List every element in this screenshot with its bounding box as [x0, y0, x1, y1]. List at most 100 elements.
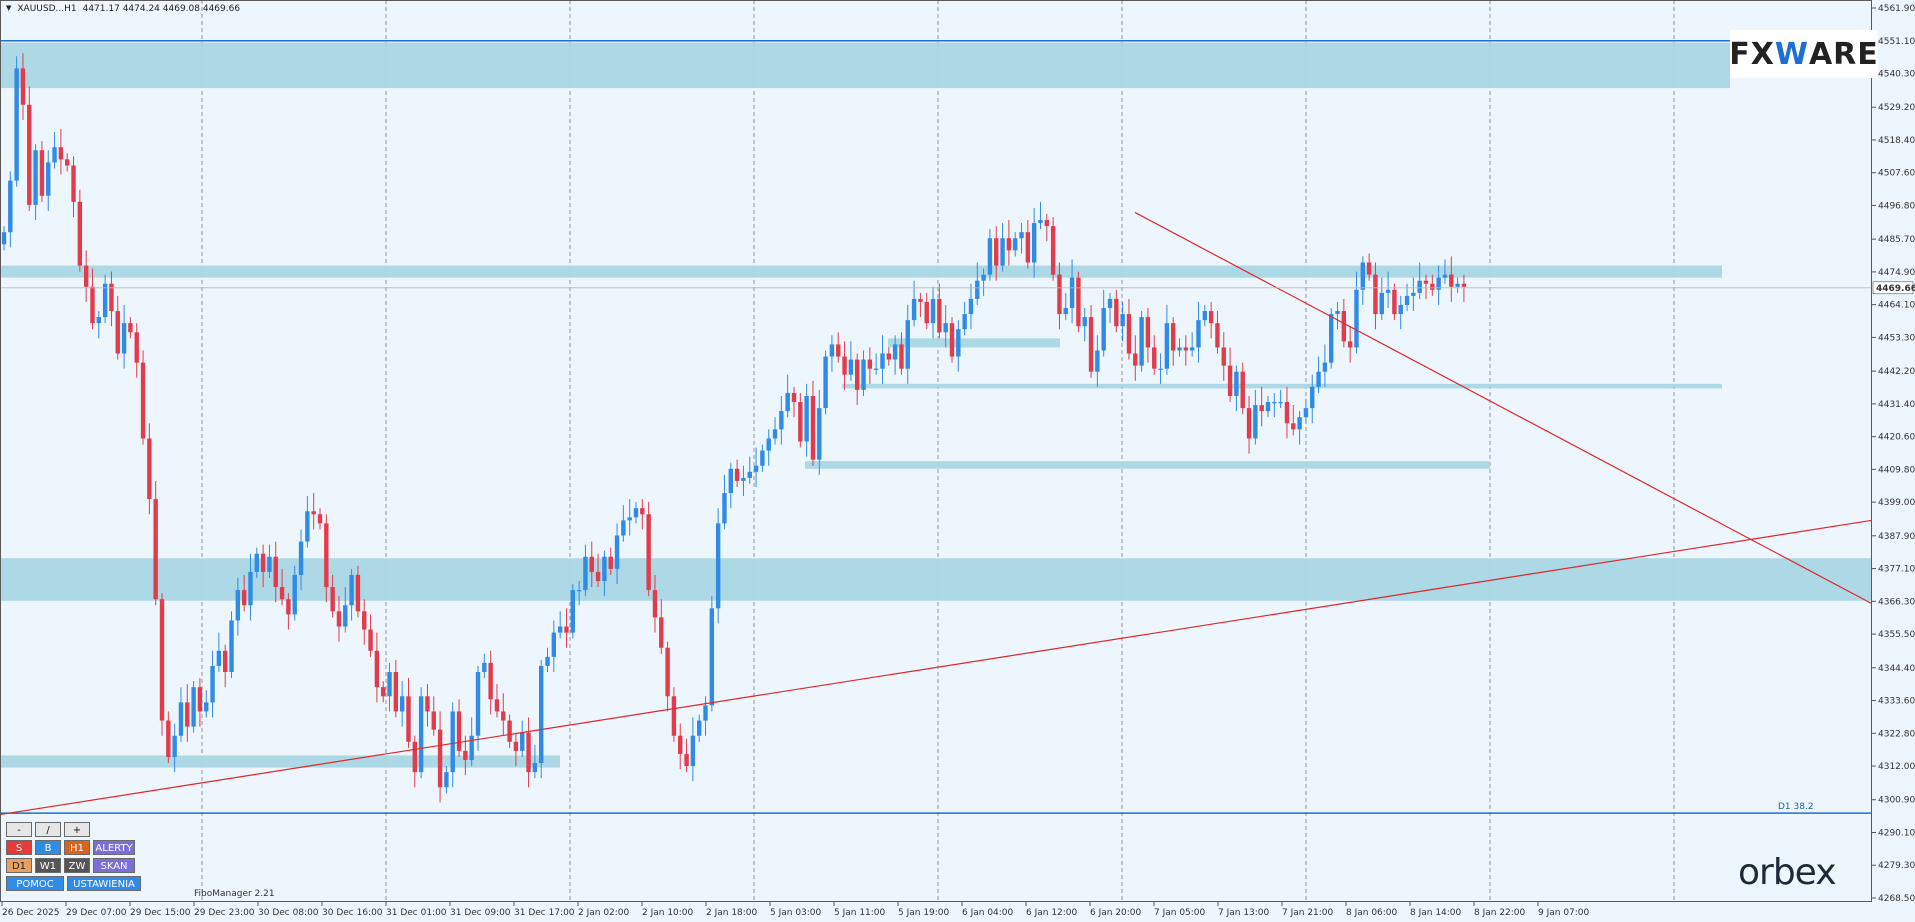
- candle-body: [20, 68, 26, 105]
- candle-body: [1164, 323, 1170, 369]
- price-tick-label: 4496.80: [1878, 201, 1915, 211]
- candle-body: [1291, 423, 1296, 430]
- price-tick-label: 4485.70: [1878, 235, 1915, 245]
- candle-body: [1455, 283, 1460, 287]
- candle-body: [911, 298, 917, 321]
- candle-body: [381, 687, 386, 697]
- candle-body: [867, 359, 873, 369]
- candle-body: [1183, 347, 1189, 351]
- zone-rect: [0, 265, 1722, 278]
- candle-body: [703, 705, 708, 721]
- candle-body: [317, 514, 323, 524]
- time-tick-label: 8 Jan 06:00: [1346, 908, 1398, 918]
- candle-body: [1215, 323, 1220, 348]
- candle-body: [1025, 232, 1031, 263]
- candle-body: [880, 353, 885, 369]
- candle-body: [1417, 280, 1422, 293]
- draw-line-button[interactable]: /: [35, 822, 61, 837]
- candle-body: [886, 353, 891, 360]
- candle-body: [58, 147, 64, 160]
- candle-body: [229, 620, 234, 673]
- candle-body: [1177, 347, 1182, 351]
- timeframe-w1-button[interactable]: W1: [35, 858, 61, 873]
- horizontal-levels: [0, 40, 1872, 814]
- symbol-label: XAUUSD...H1: [17, 4, 77, 14]
- scan-button[interactable]: SKAN: [93, 858, 135, 873]
- candle-body: [362, 611, 367, 630]
- candle-body: [235, 590, 241, 621]
- timeframe-d1-button[interactable]: D1: [6, 858, 32, 873]
- candle-body: [1404, 295, 1410, 305]
- price-tick-label: 4551.10: [1878, 37, 1915, 47]
- candle-body: [1329, 314, 1334, 363]
- candle-body: [1, 232, 7, 245]
- candle-body: [83, 265, 89, 287]
- candle-body: [956, 329, 961, 357]
- time-tick-label: 7 Jan 21:00: [1282, 908, 1334, 918]
- current-price-box: [1872, 281, 1914, 295]
- timeframe-h1-button[interactable]: H1: [64, 840, 90, 855]
- candle-body: [1063, 308, 1068, 315]
- candle-body: [962, 314, 967, 330]
- time-axis: 26 Dec 2025 29 Dec 07:00 29 Dec 15:00 29 De…: [1, 902, 1590, 918]
- candle-body: [1076, 277, 1081, 327]
- candle-body: [210, 665, 215, 703]
- candle-body: [311, 511, 316, 515]
- candle-body: [602, 556, 607, 582]
- price-tick-label: 4464.10: [1878, 301, 1915, 311]
- candle-body: [697, 720, 702, 736]
- candle-body: [1202, 311, 1207, 321]
- fibo-manager-version: FiboManager 2.21: [194, 889, 275, 899]
- candle-body: [241, 590, 247, 606]
- fxware-logo: FX W ARE: [1729, 30, 1879, 78]
- candle-body: [185, 702, 190, 727]
- candle-body: [425, 696, 430, 712]
- help-button[interactable]: POMOC: [6, 876, 64, 891]
- candle-body: [355, 574, 361, 612]
- candle-body: [147, 438, 152, 500]
- zw-button[interactable]: ZW: [64, 858, 90, 873]
- candle-body: [981, 274, 986, 281]
- candle-body: [71, 165, 76, 202]
- price-tick-label: 4268.50: [1878, 894, 1915, 904]
- candle-body: [848, 359, 854, 375]
- orbex-logo: orbex: [1738, 852, 1836, 893]
- candle-body: [223, 650, 228, 673]
- candle-body: [8, 180, 13, 233]
- fxware-logo-suffix: ARE: [1808, 36, 1879, 72]
- alerts-button[interactable]: ALERTY: [93, 840, 135, 855]
- candle-body: [1133, 353, 1138, 366]
- collapse-triangle-icon[interactable]: ▼: [6, 4, 12, 12]
- candle-body: [1430, 283, 1435, 290]
- candle-body: [121, 323, 127, 354]
- settings-button[interactable]: USTAWIENIA: [67, 876, 141, 891]
- zone-rect: [888, 338, 1060, 348]
- time-tick-label: 31 Dec 17:00: [514, 908, 575, 918]
- candle-body: [684, 753, 689, 767]
- candle-body: [532, 763, 538, 773]
- price-tick-label: 4453.30: [1878, 333, 1915, 343]
- fxware-logo-prefix: FX: [1729, 36, 1775, 72]
- zoom-out-button[interactable]: -: [6, 822, 32, 837]
- buy-button[interactable]: B: [35, 840, 61, 855]
- panel-row-2: D1 W1 ZW SKAN: [6, 858, 141, 873]
- candle-body: [191, 687, 196, 727]
- time-tick-label: 2 Jan 10:00: [642, 908, 694, 918]
- candle-body: [665, 647, 670, 697]
- price-tick-label: 4431.40: [1878, 400, 1915, 410]
- candle-body: [924, 301, 929, 324]
- candle-body: [1398, 304, 1403, 315]
- price-tick-label: 4561.90: [1878, 4, 1915, 14]
- time-tick-label: 8 Jan 22:00: [1474, 908, 1526, 918]
- sell-button[interactable]: S: [6, 840, 32, 855]
- candle-body: [678, 735, 683, 754]
- candle-body: [1253, 405, 1258, 439]
- candle-body: [1240, 371, 1245, 409]
- price-tick-label: 4387.90: [1878, 532, 1915, 542]
- candle-body: [153, 499, 158, 600]
- price-tick-label: 4474.90: [1878, 268, 1915, 278]
- candle-body: [1120, 314, 1125, 327]
- candle-body: [1297, 417, 1302, 430]
- zoom-in-button[interactable]: +: [64, 822, 90, 837]
